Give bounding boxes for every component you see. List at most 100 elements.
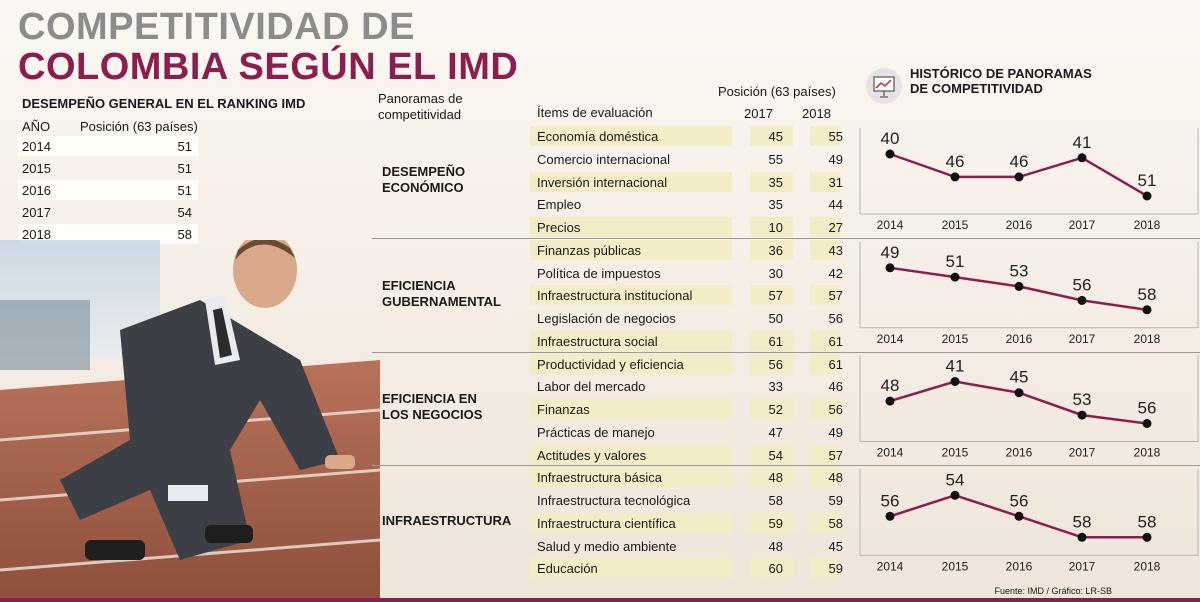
ranking-year: 2016 [22, 183, 51, 198]
ranking-position: 54 [177, 205, 192, 220]
data-label: 56 [1010, 491, 1029, 510]
row-highlight [750, 512, 793, 533]
row-highlight [750, 217, 793, 237]
evaluation-row: Infraestructura básica 48 48 [530, 467, 843, 488]
x-tick-label: 2016 [1006, 446, 1033, 460]
evaluation-row: Precios 10 27 [530, 217, 843, 237]
x-tick-label: 2016 [1006, 218, 1033, 232]
row-highlight [530, 512, 732, 533]
row-highlight [530, 467, 732, 488]
ranking-row: 2017 54 [18, 202, 198, 222]
bottom-accent-bar [0, 598, 1200, 602]
value-2017: 35 [768, 174, 783, 190]
evaluation-item: Comercio internacional [537, 151, 670, 167]
evaluation-row: Prácticas de manejo 47 49 [530, 422, 843, 442]
value-2018: 49 [828, 151, 843, 167]
panorama-category-line: EFICIENCIA [382, 277, 456, 293]
data-label: 53 [1010, 261, 1029, 280]
x-tick-label: 2015 [942, 446, 969, 460]
ranking-position: 58 [177, 227, 192, 242]
ranking-year: 2017 [22, 205, 51, 220]
data-point [950, 377, 960, 386]
ranking-row: 2016 51 [18, 180, 198, 200]
value-2018: 44 [828, 197, 843, 213]
value-2017: 58 [768, 493, 783, 508]
data-label: 51 [946, 252, 965, 271]
panorama-category-line: LOS NEGOCIOS [382, 407, 483, 423]
row-highlight [750, 353, 793, 374]
ranking-position: 51 [177, 183, 192, 198]
x-tick-label: 2018 [1134, 446, 1161, 460]
value-2017: 55 [768, 151, 783, 167]
ranking-row: 2018 58 [18, 224, 198, 244]
data-point [1077, 532, 1087, 542]
row-highlight [810, 239, 840, 260]
evaluation-row: Finanzas públicas 36 43 [530, 239, 843, 260]
data-label: 56 [1138, 399, 1157, 418]
x-tick-label: 2017 [1069, 559, 1096, 573]
evaluation-row: Finanzas 52 56 [530, 399, 843, 419]
x-tick-label: 2015 [942, 218, 969, 232]
value-2018: 31 [828, 174, 843, 190]
row-highlight [810, 285, 840, 306]
chart-frame [859, 355, 1199, 442]
row-highlight [750, 444, 793, 465]
presentation-chart-icon [866, 68, 902, 104]
evaluation-row: Empleo 35 44 [530, 194, 843, 214]
data-point [885, 149, 895, 159]
evaluation-row: Economía doméstica 45 55 [530, 126, 843, 146]
row-highlight [810, 512, 840, 533]
panorama-category-line: INFRAESTRUCTURA [382, 513, 512, 529]
value-2017: 10 [768, 220, 783, 235]
data-label: 53 [1073, 390, 1092, 409]
evaluation-item: Precios [537, 220, 581, 235]
value-2017: 33 [768, 379, 783, 395]
evaluation-item: Finanzas públicas [537, 242, 642, 258]
x-tick-label: 2018 [1134, 332, 1161, 346]
row-highlight [530, 399, 732, 419]
evaluation-item: Economía doméstica [537, 129, 659, 144]
evaluation-row: Inversión internacional 35 31 [530, 171, 843, 192]
evaluation-item: Inversión internacional [537, 174, 668, 190]
evaluation-row: Comercio internacional 55 49 [530, 149, 843, 169]
value-2017: 35 [768, 197, 783, 213]
value-2018: 56 [828, 402, 843, 417]
row-highlight [530, 330, 732, 351]
x-tick-label: 2017 [1069, 218, 1096, 232]
data-label: 58 [1073, 512, 1092, 531]
row-highlight [750, 330, 793, 351]
evaluation-row: Labor del mercado 33 46 [530, 376, 843, 396]
data-label: 56 [1073, 275, 1092, 294]
data-label: 56 [881, 491, 900, 510]
panoramas-header-text: Panoramas de competitividad [378, 91, 463, 122]
year-2017-header: 2017 [744, 106, 773, 121]
value-2018: 58 [828, 515, 843, 531]
data-point [1014, 511, 1024, 521]
value-2017: 57 [768, 288, 783, 304]
evaluation-item: Infraestructura institucional [537, 288, 693, 304]
ranking-year-header: AÑO [22, 119, 51, 134]
row-highlight [750, 285, 793, 306]
panorama-category-line: GUBERNAMENTAL [382, 293, 501, 309]
items-header: Ítems de evaluación [537, 105, 653, 120]
value-2017: 59 [768, 515, 783, 531]
data-label: 58 [1138, 285, 1157, 304]
ranking-year: 2015 [22, 161, 51, 176]
evaluation-row: Política de impuestos 30 42 [530, 263, 843, 283]
evaluation-item: Infraestructura social [537, 333, 658, 349]
row-highlight [750, 467, 793, 488]
value-2017: 52 [768, 402, 783, 417]
history-chart: 56 2014 54 2015 56 2016 58 2017 58 2018 [859, 469, 1199, 573]
data-point [1077, 295, 1087, 305]
value-2017: 36 [768, 242, 783, 258]
evaluation-item: Legislación de negocios [537, 311, 676, 326]
evaluation-item: Infraestructura científica [537, 515, 676, 531]
ranking-subtitle: DESEMPEÑO GENERAL EN EL RANKING IMD [22, 96, 306, 111]
data-label: 49 [881, 243, 900, 262]
ranking-year: 2018 [22, 227, 51, 242]
row-highlight [530, 217, 732, 237]
x-tick-label: 2017 [1069, 446, 1096, 460]
ranking-position-header: Posición (63 países) [80, 119, 198, 134]
value-2017: 54 [768, 447, 783, 463]
position-header: Posición (63 países) [718, 84, 836, 99]
